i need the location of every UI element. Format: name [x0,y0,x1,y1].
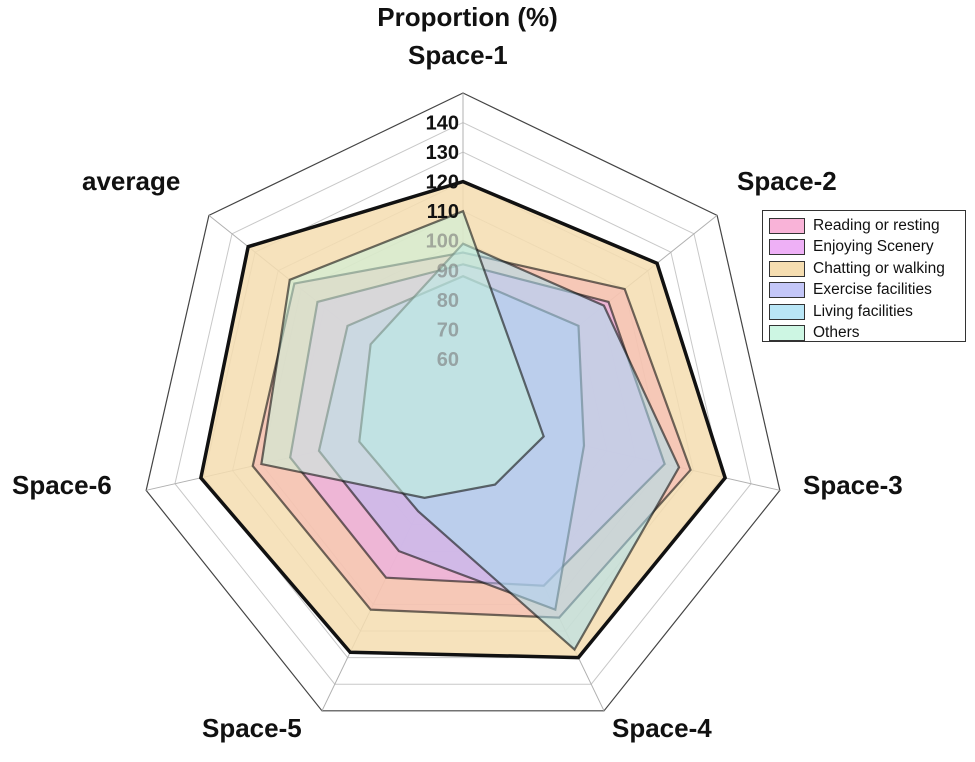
grid-ring [145,92,781,712]
legend: Reading or resting Enjoying Scenery Chat… [762,210,966,342]
axis-label-average: average [82,166,181,196]
legend-swatch-living [769,303,805,320]
r-tick-label: 120 [426,172,459,194]
chart-title: Proportion (%) [377,2,558,32]
legend-swatch-exercise [769,282,805,299]
axis-label-space-5: Space-5 [202,713,302,743]
r-tick-label: 70 [437,319,459,341]
axis-label-space-4: Space-4 [612,713,712,743]
legend-label: Others [813,324,860,342]
legend-label: Exercise facilities [813,281,932,299]
r-tick-label: 100 [426,231,459,253]
grid-ring [174,121,752,685]
legend-label: Living facilities [813,302,913,320]
legend-item: Reading or resting [769,215,965,237]
legend-swatch-chatting [769,260,805,277]
legend-label: Reading or resting [813,216,940,234]
r-tick-label: 130 [426,142,459,164]
legend-swatch-scenery [769,239,805,256]
axis-label-space-6: Space-6 [12,470,112,500]
r-tick-label: 90 [437,260,459,282]
series-area-others [260,209,545,499]
legend-label: Chatting or walking [813,259,945,277]
legend-item: Exercise facilities [769,280,965,302]
axis-label-space-3: Space-3 [803,470,903,500]
r-tick-label: 140 [426,113,459,135]
r-tick-label: 60 [437,349,459,371]
legend-item: Chatting or walking [769,258,965,280]
axis-label-space-2: Space-2 [737,166,837,196]
legend-label: Enjoying Scenery [813,238,934,256]
r-tick-label: 80 [437,290,459,312]
r-tick-label: 110 [427,201,459,223]
legend-swatch-reading [769,217,805,234]
legend-swatch-others [769,325,805,342]
legend-item: Others [769,323,965,345]
axis-label-space-1: Space-1 [408,40,508,70]
legend-item: Living facilities [769,301,965,323]
legend-item: Enjoying Scenery [769,237,965,259]
